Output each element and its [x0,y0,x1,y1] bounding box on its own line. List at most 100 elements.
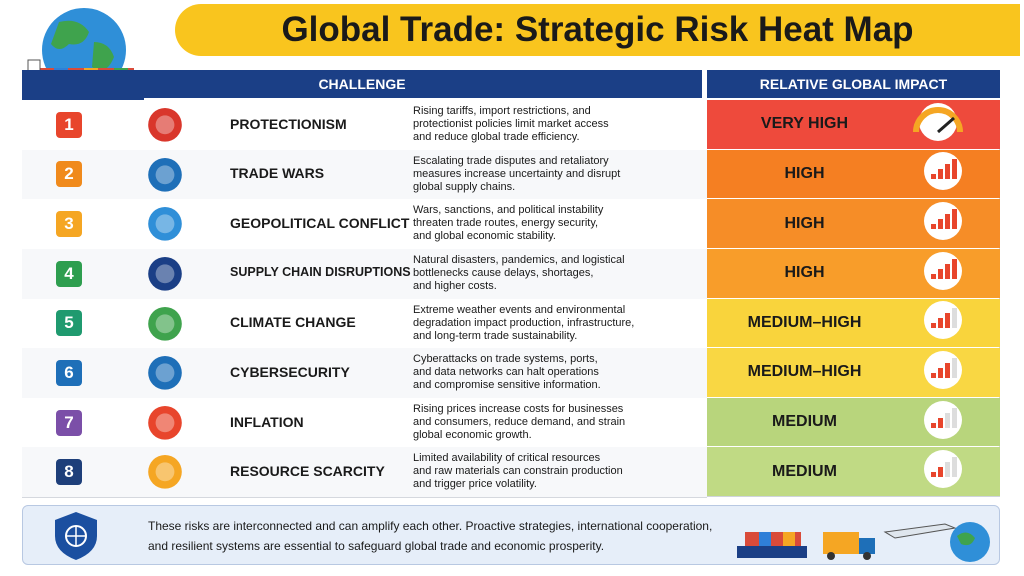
challenge-description: Natural disasters, pandemics, and logist… [413,253,625,266]
challenge-description: global supply chains. [413,180,516,193]
challenge-name: PROTECTIONISM [230,115,347,132]
row-number: 7 [56,409,82,436]
title: Global Trade: Strategic Risk Heat Map [175,4,1020,56]
impact-icon [920,251,966,296]
impact-icon [920,201,966,246]
challenge-description: Extreme weather events and environmental [413,303,626,316]
impact-cell: MEDIUM [707,447,1000,496]
challenge-description: and higher costs. [413,279,497,292]
challenge-description: degradation impact production, infrastru… [413,316,635,329]
challenge-name: RESOURCE SCARCITY [230,463,385,480]
row-icon [125,305,205,343]
impact-icon [920,151,966,196]
icon-graphic [148,306,182,341]
challenge-description: Rising prices increase costs for busines… [413,402,624,415]
transport-icon [737,522,990,562]
footer-box: These risks are interconnected and can a… [22,505,1000,565]
challenge-description: Cyberattacks on trade systems, ports, [413,353,598,366]
challenge-description: and consumers, reduce demand, and strain [413,415,626,428]
row-number: 2 [56,161,82,188]
impact-label: MEDIUM–HIGH [747,313,862,331]
challenge-name: TRADE WARS [230,165,325,182]
impact-cell: HIGH [707,199,1000,248]
challenge-description: threaten trade routes, energy security, [413,217,599,230]
challenge-description: and global economic stability. [413,230,556,243]
row [22,298,707,350]
impact-icon [920,449,966,494]
impact-icon [920,350,966,395]
impact-graphic [913,102,963,141]
impact-cell: MEDIUM–HIGH [707,298,1000,348]
icon-graphic [148,455,182,489]
impact-icon [920,300,966,345]
challenge-description: Rising tariffs, import restrictions, and [413,105,591,117]
icon-graphic [148,108,182,142]
impact-icon [910,102,966,147]
impact-label: HIGH [784,214,825,232]
row-number: 1 [56,111,82,138]
challenge-name: CYBERSECURITY [230,363,350,380]
row-number: 8 [56,459,82,486]
impact-cell: MEDIUM [707,397,1000,447]
challenge-description: and data networks can halt operations [413,366,599,379]
challenge-name: INFLATION [230,413,304,430]
impact-cell: HIGH [707,248,1000,298]
challenge-description: Limited availability of critical resourc… [413,452,601,465]
challenge-description: Escalating trade disputes and retaliator… [413,154,609,167]
challenge-description: and raw materials can constrain producti… [413,465,623,478]
challenge-description: and long-term trade sustainability. [413,329,578,342]
challenge-description: measures increase uncertainty and disrup… [413,167,621,180]
row-number: 3 [56,211,82,238]
impact-label: HIGH [784,264,825,282]
icon-graphic [148,207,182,241]
impact-graphic [924,202,962,241]
challenge-description: and trigger price volatility. [413,478,537,491]
challenge-description: and compromise sensitive information. [413,379,601,392]
shield-icon [55,512,97,560]
challenge-description: and reduce global trade efficiency. [413,131,580,143]
row-icon [125,354,205,392]
impact-label: VERY HIGH [760,115,849,133]
row-number: 4 [56,260,82,287]
challenge-description: bottlenecks cause delays, shortages, [413,266,594,279]
header-impact: RELATIVE GLOBAL IMPACT [707,70,1000,98]
impact-graphic [924,450,962,489]
challenge-name: GEOPOLITICAL CONFLICT [230,215,410,232]
row-icon [125,404,205,442]
icon-graphic [148,356,182,390]
row-icon [125,156,205,194]
impact-cell: HIGH [707,149,1000,199]
row [22,149,707,201]
row-number: 6 [56,359,82,386]
impact-icon [920,400,966,445]
row-icon [125,205,205,243]
row-icon [125,255,205,293]
impact-graphic [924,152,962,191]
icon-graphic [148,157,182,192]
impact-label: MEDIUM–HIGH [747,363,862,381]
impact-cell: MEDIUM–HIGH [707,348,1000,397]
impact-graphic [924,350,962,389]
challenge-name: CLIMATE CHANGE [230,314,356,331]
challenge-name: SUPPLY CHAIN DISRUPTIONS [230,264,411,279]
row [22,447,707,498]
impact-cell: VERY HIGH [707,100,1000,149]
row-icon [125,453,205,491]
icon-graphic [148,256,182,291]
impact-label: HIGH [784,164,825,182]
footer-line: These risks are interconnected and can a… [148,519,713,533]
row-icon [125,106,205,144]
header-challenge: CHALLENGE [22,70,702,98]
row-number: 5 [56,310,82,337]
impact-graphic [924,400,962,439]
challenge-description: Wars, sanctions, and political instabili… [413,204,604,217]
challenge-description: global economic growth. [413,428,532,441]
impact-label: MEDIUM [772,462,837,480]
footer-line: and resilient systems are essential to s… [148,539,605,553]
impact-label: MEDIUM [772,413,837,431]
icon-graphic [148,405,182,440]
impact-graphic [924,251,962,290]
impact-graphic [924,301,962,340]
challenge-description: protectionist policies limit market acce… [413,118,609,130]
